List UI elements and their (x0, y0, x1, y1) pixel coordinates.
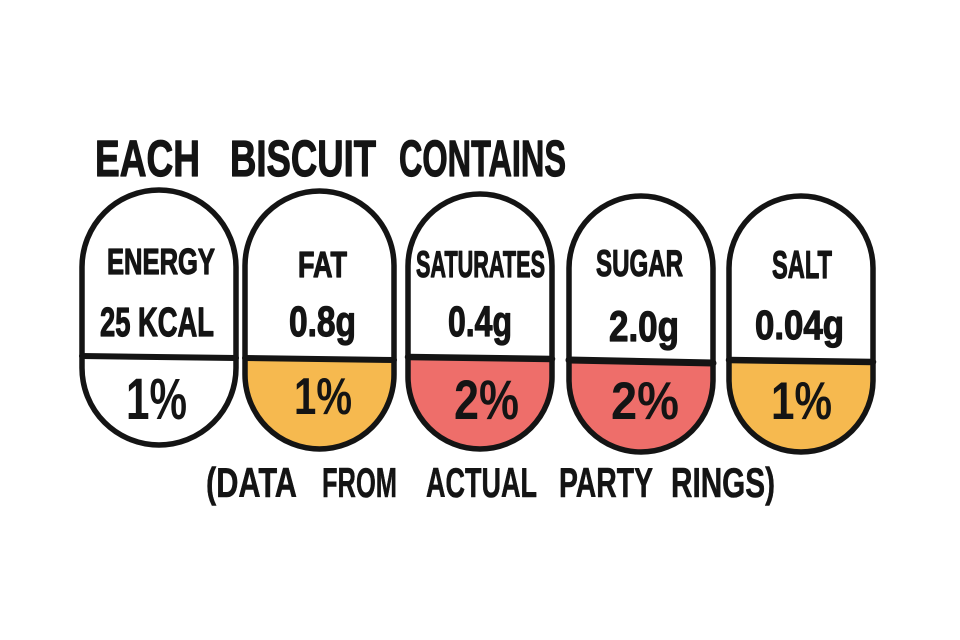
svg-text:PARTY: PARTY (559, 459, 653, 506)
svg-text:(DATA: (DATA (206, 459, 297, 506)
svg-text:FROM: FROM (322, 459, 397, 506)
svg-text:RINGS): RINGS) (671, 459, 775, 506)
svg-text:SALT: SALT (772, 244, 832, 287)
svg-text:1%: 1% (294, 368, 352, 426)
svg-text:FAT: FAT (298, 244, 347, 285)
svg-text:CONTAINS: CONTAINS (399, 130, 566, 187)
svg-text:EACH: EACH (95, 130, 200, 187)
svg-text:1%: 1% (126, 367, 187, 432)
svg-text:SATURATES: SATURATES (416, 244, 545, 285)
svg-text:1%: 1% (771, 372, 832, 431)
svg-text:0.04g: 0.04g (755, 302, 844, 348)
svg-text:2%: 2% (611, 372, 679, 431)
svg-text:ACTUAL: ACTUAL (426, 459, 537, 506)
svg-text:ENERGY: ENERGY (107, 241, 215, 282)
svg-text:0.4g: 0.4g (448, 298, 512, 346)
svg-text:2.0g: 2.0g (609, 303, 679, 351)
svg-text:BISCUIT: BISCUIT (230, 130, 376, 187)
svg-text:25 KCAL: 25 KCAL (100, 299, 214, 345)
svg-text:SUGAR: SUGAR (596, 243, 683, 284)
svg-text:2%: 2% (454, 368, 519, 431)
svg-text:0.8g: 0.8g (289, 298, 356, 346)
